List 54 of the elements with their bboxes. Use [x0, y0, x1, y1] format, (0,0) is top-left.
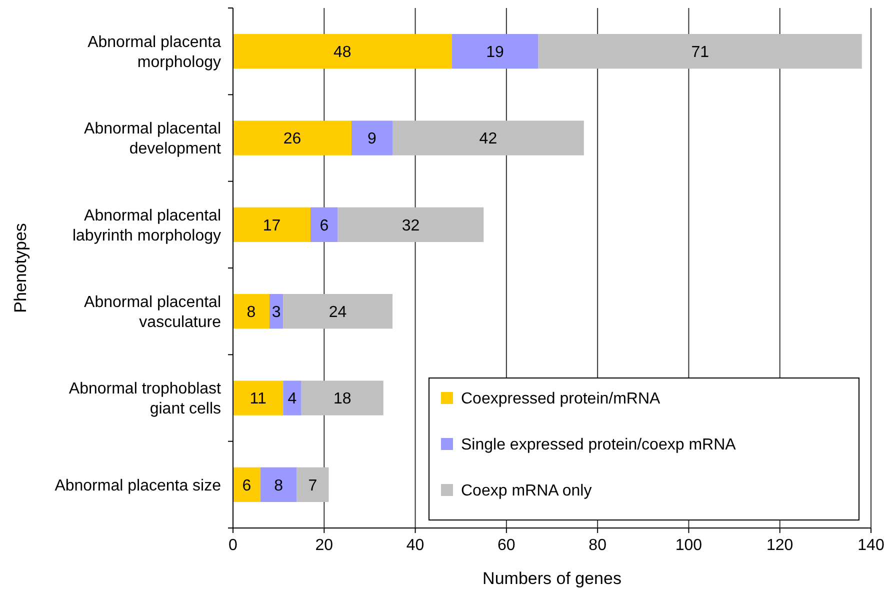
x-tick-label: 140 — [858, 537, 884, 554]
x-axis-title: Numbers of genes — [482, 569, 622, 588]
y-tick-label: Abnormal placental development — [84, 120, 222, 158]
bar — [310, 207, 338, 242]
data-label: 8 — [274, 477, 284, 494]
data-label: 17 — [262, 217, 281, 234]
bar — [283, 294, 392, 329]
x-tick-label: 120 — [766, 537, 794, 554]
y-axis-title: Phenotypes — [11, 223, 30, 313]
bar — [260, 467, 297, 502]
x-tick-label: 60 — [498, 537, 516, 554]
bar — [296, 467, 329, 502]
x-tick-label: 20 — [315, 537, 334, 554]
data-label: 19 — [486, 44, 504, 61]
data-label: 7 — [308, 477, 318, 494]
bar — [338, 207, 484, 242]
bar — [452, 34, 538, 69]
bar — [351, 120, 392, 156]
y-tick-label: Abnormal placental labyrinth morphology — [72, 207, 221, 244]
x-tick-label: 100 — [675, 537, 702, 554]
x-tick-label: 80 — [588, 537, 607, 554]
bar — [233, 120, 352, 156]
legend-label: Coexpressed protein/mRNA — [461, 390, 661, 408]
data-label: 42 — [479, 130, 498, 148]
bar — [233, 34, 452, 69]
y-tick-label: Abnormal placenta size — [54, 477, 222, 494]
data-label: 9 — [368, 130, 377, 148]
data-label: 6 — [320, 217, 329, 234]
data-label: 32 — [402, 217, 420, 234]
legend-label: Single expressed protein/coexp mRNA — [461, 436, 736, 454]
legend-label: Coexp mRNA only — [461, 482, 592, 500]
bar — [233, 207, 310, 242]
data-label: 24 — [328, 304, 347, 321]
bar — [538, 34, 862, 69]
data-label: 71 — [691, 44, 710, 61]
data-label: 11 — [250, 390, 266, 408]
data-label: 18 — [333, 390, 352, 408]
bar — [233, 294, 270, 329]
bar — [233, 467, 260, 502]
bar — [283, 380, 302, 416]
y-tick-label: Abnormal placenta morphology — [88, 34, 222, 71]
data-label: 48 — [333, 44, 352, 61]
bar — [392, 120, 584, 156]
x-tick-label: 40 — [406, 537, 424, 554]
data-label: 3 — [272, 304, 281, 321]
x-tick-label: 0 — [228, 537, 238, 554]
bar — [301, 380, 384, 416]
y-tick-label: Abnormal placental vasculature — [84, 294, 222, 331]
bar — [233, 380, 284, 416]
data-label: 4 — [288, 390, 297, 408]
data-label: 26 — [283, 130, 302, 148]
y-tick-label: Abnormal trophoblast giant cells — [68, 380, 222, 418]
data-label: 8 — [246, 304, 256, 321]
data-label: 6 — [242, 477, 252, 494]
